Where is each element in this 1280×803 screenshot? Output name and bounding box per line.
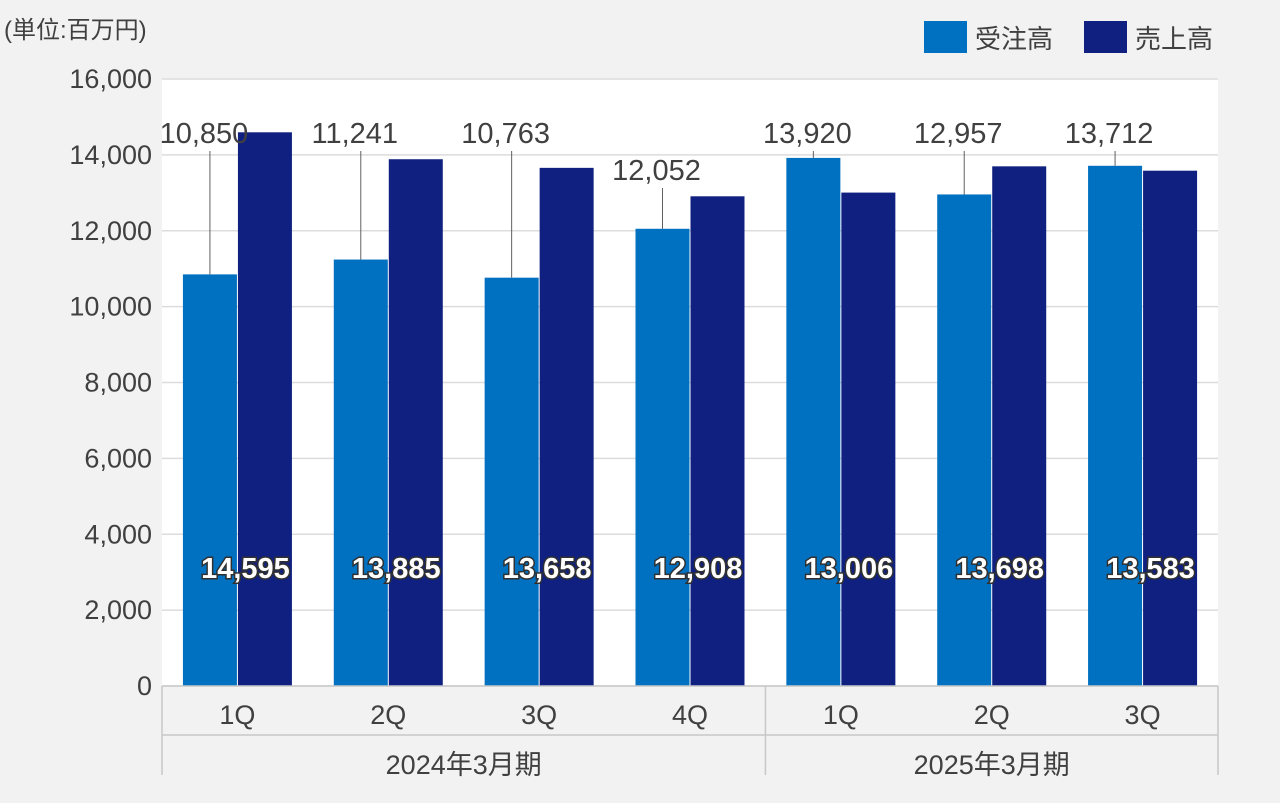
orders-data-label: 11,241	[312, 118, 399, 150]
y-tick-label: 0	[137, 671, 152, 701]
bar-orders	[484, 277, 539, 686]
x-group-label: 2024年3月期	[386, 750, 542, 780]
bar-sales	[690, 196, 745, 687]
sales-data-label: 13,885	[352, 553, 441, 585]
legend-swatch	[924, 21, 967, 53]
bar-sales	[388, 159, 443, 687]
bar-orders	[182, 274, 237, 686]
legend-swatch	[1084, 21, 1127, 53]
y-tick-label: 16,000	[69, 64, 152, 94]
legend-label: 売上高	[1135, 24, 1213, 54]
x-category-label: 1Q	[219, 700, 255, 730]
sales-data-label: 12,908	[654, 553, 743, 585]
y-tick-label: 10,000	[69, 292, 152, 322]
bar-sales	[1143, 170, 1198, 686]
sales-data-label: 13,658	[503, 553, 592, 585]
bar-sales	[237, 132, 292, 686]
orders-data-label: 13,712	[1065, 118, 1154, 150]
x-category-label: 1Q	[823, 700, 859, 730]
y-tick-label: 6,000	[84, 443, 152, 473]
x-category-label: 3Q	[1125, 700, 1161, 730]
bar-orders	[786, 157, 841, 686]
y-tick-label: 12,000	[69, 216, 152, 246]
y-tick-label: 2,000	[84, 595, 152, 625]
sales-data-label: 14,595	[201, 553, 290, 585]
orders-data-label: 12,957	[914, 118, 1003, 150]
sales-data-label: 13,698	[955, 553, 1044, 585]
x-group-label: 2025年3月期	[914, 750, 1070, 780]
bar-sales	[539, 167, 594, 687]
x-category-label: 4Q	[672, 700, 708, 730]
orders-data-label: 10,850	[160, 118, 249, 150]
bar-orders	[635, 228, 690, 686]
sales-data-label: 13,583	[1106, 553, 1195, 585]
y-tick-label: 4,000	[84, 519, 152, 549]
x-category-label: 2Q	[370, 700, 406, 730]
legend-label: 受注高	[975, 24, 1053, 54]
unit-label: (単位:百万円)	[4, 17, 147, 44]
bar-sales	[992, 166, 1047, 686]
y-tick-label: 14,000	[69, 140, 152, 170]
orders-data-label: 13,920	[763, 118, 852, 150]
orders-data-label: 12,052	[612, 155, 701, 187]
bar-orders	[937, 194, 992, 686]
bar-sales	[841, 192, 896, 686]
orders-data-label: 10,763	[461, 118, 550, 150]
x-category-label: 3Q	[521, 700, 557, 730]
bar-orders	[1088, 165, 1143, 686]
y-tick-label: 8,000	[84, 368, 152, 398]
x-category-label: 2Q	[974, 700, 1010, 730]
bar-orders	[333, 259, 388, 686]
sales-data-label: 13,006	[805, 553, 894, 585]
